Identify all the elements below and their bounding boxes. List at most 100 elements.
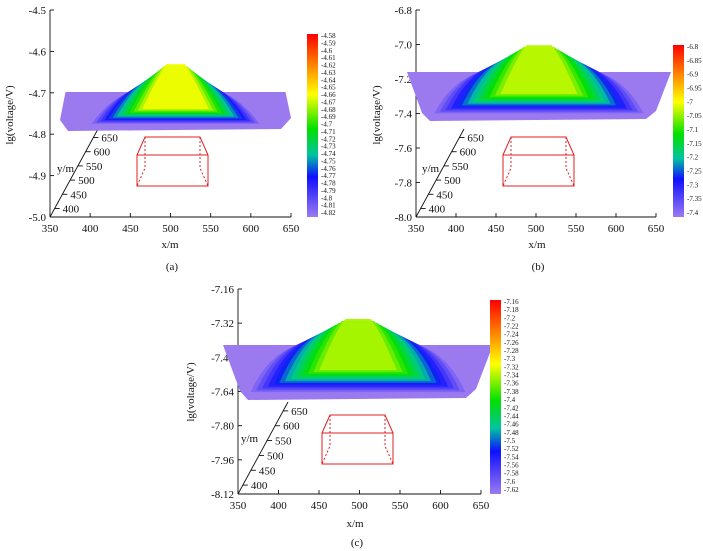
colorbar-tick-label: -4.74 (321, 150, 336, 158)
colorbar-tick-label: -7.56 (504, 461, 519, 469)
colorbar-tick-label: -7.26 (504, 339, 519, 347)
colorbar-tick-label: -4.58 (321, 32, 336, 40)
x-tick-label: 450 (311, 500, 328, 512)
y-tick-label: 550 (452, 161, 469, 173)
colorbar-tick-label: -7.2 (687, 154, 699, 162)
colorbar-tick-label: -4.61 (321, 54, 336, 62)
colorbar-tick-label: -7.2 (504, 314, 516, 322)
y-axis-line (237, 401, 289, 495)
z-tick-label: -4.5 (29, 5, 47, 17)
z-tick-label: -4.7 (29, 88, 47, 100)
colorbar-tick-label: -4.68 (321, 106, 336, 114)
x-tick-label: 600 (432, 500, 449, 512)
colorbar-tick-label: -6.85 (687, 57, 702, 65)
box-front (136, 154, 209, 187)
xlabel: x/m (161, 239, 179, 251)
y-tick-label: 600 (283, 421, 300, 433)
x-tick-label: 500 (162, 223, 179, 235)
surface-band (319, 319, 397, 370)
colorbar-tick-label: -4.77 (321, 172, 336, 180)
colorbar-tick-label: -7 (687, 98, 693, 106)
ylabel: lg(voltage/V) (4, 85, 16, 145)
y-tick-label: 600 (460, 147, 477, 159)
z-tick-label: -6.8 (395, 5, 413, 17)
colorbar-tick-label: -4.63 (321, 69, 336, 77)
y-tick-label: 650 (291, 406, 308, 418)
z-tick-label: -7.32 (211, 318, 234, 330)
z-tick-label: -7.4 (395, 109, 413, 121)
x-tick-label: 450 (488, 223, 505, 235)
z-tick-label: -7.80 (211, 421, 234, 433)
x-tick-label: 550 (568, 223, 585, 235)
colorbar-tick-label: -7.44 (504, 412, 519, 420)
colorbar-tick-label: -4.71 (321, 128, 336, 136)
panel-caption: (a) (166, 261, 179, 273)
colorbar-tick-label: -7.4 (504, 396, 516, 404)
colorbar-tick-label: -7.34 (504, 372, 519, 380)
colorbar-tick-label: -7.3 (504, 355, 516, 363)
y-tick-label: 400 (63, 203, 80, 215)
x-tick-label: 600 (608, 223, 625, 235)
colorbar-tick-label: -7.24 (504, 331, 519, 339)
depth-label: y/m (422, 163, 440, 175)
y-tick-label: 650 (101, 133, 118, 145)
box-hidden-edge (384, 415, 394, 465)
colorbar-tick-label: -4.8 (321, 194, 333, 202)
box-hidden-edge (199, 137, 209, 187)
colorbar-tick-label: -6.95 (687, 85, 702, 93)
colorbar-tick-label: -4.66 (321, 91, 336, 99)
colorbar-tick-label: -4.72 (321, 135, 336, 143)
anomaly-box (321, 414, 394, 465)
colorbar-tick-label: -4.76 (321, 165, 336, 173)
colorbar-tick-label: -7.18 (504, 306, 519, 314)
panel-c: lg(voltage/V) x/m y/m (c) -7.16 -7.32 -7.4… (185, 284, 519, 549)
colorbar-tick-label: -4.75 (321, 157, 336, 165)
x-tick-label: 650 (648, 223, 665, 235)
colorbar-tick-label: -6.8 (687, 43, 699, 51)
colorbar-tick-label: -7.05 (687, 112, 702, 120)
colorbar-tick-label: -7.16 (504, 298, 519, 306)
colorbar-tick-label: -4.81 (321, 202, 336, 210)
colorbar-tick-label: -7.54 (504, 453, 519, 461)
colorbar-tick-label: -4.62 (321, 62, 336, 70)
x-tick-label: 350 (408, 223, 425, 235)
anomaly-box (502, 136, 575, 187)
colorbar-tick-label: -7.32 (504, 363, 519, 371)
colorbar-tick-label: -7.3 (687, 181, 699, 189)
colorbar-tick-label: -7.52 (504, 445, 519, 453)
colorbar-tick-label: -7.25 (687, 168, 702, 176)
box-top (136, 136, 209, 156)
x-tick-label: 550 (392, 500, 409, 512)
x-tick-label: 350 (42, 223, 59, 235)
box-top (502, 136, 575, 156)
panel-caption: (c) (351, 537, 364, 549)
box-top (321, 414, 394, 434)
y-tick-label: 550 (86, 161, 103, 173)
z-tick-label: -8.0 (395, 212, 413, 224)
colorbar-tick-label: -7.22 (504, 323, 519, 331)
box-front (321, 432, 394, 465)
y-tick-label: 550 (275, 436, 292, 448)
colorbar-tick-label: -6.9 (687, 71, 699, 79)
colorbar-tick-label: -7.46 (504, 421, 519, 429)
x-tick-label: 400 (448, 223, 465, 235)
colorbar-tick-label: -4.73 (321, 143, 336, 151)
colorbar-tick-label: -7.1 (687, 126, 699, 134)
colorbar-tick-label: -7.5 (504, 437, 516, 445)
y-axis-line (415, 128, 465, 218)
z-tick-label: -7.0 (395, 40, 413, 52)
y-tick-label: 500 (444, 175, 461, 187)
colorbar-tick-label: -4.79 (321, 187, 336, 195)
colorbar-tick-label: -4.69 (321, 113, 336, 121)
y-tick-label: 450 (70, 189, 87, 201)
colorbar-tick-label: -7.42 (504, 404, 519, 412)
colorbar-tick-label: -4.78 (321, 180, 336, 188)
z-tick-label: -7.96 (211, 455, 234, 467)
colorbar-tick-label: -7.48 (504, 429, 519, 437)
colorbar-tick-label: -4.59 (321, 39, 336, 47)
x-tick-label: 400 (270, 500, 287, 512)
y-tick-label: 650 (467, 133, 484, 145)
z-tick-label: -4.8 (29, 129, 47, 141)
x-tick-label: 500 (351, 500, 368, 512)
surface-plot (223, 319, 493, 400)
